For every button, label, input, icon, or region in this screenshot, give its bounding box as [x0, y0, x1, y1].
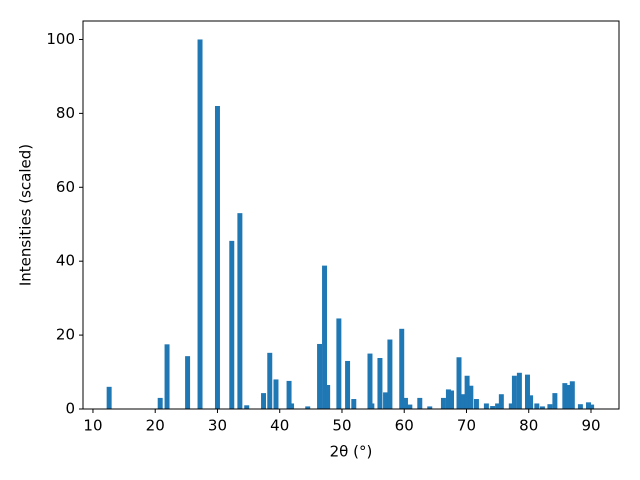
bar [164, 344, 170, 409]
bar [577, 404, 583, 409]
x-axis-label: 2θ (°) [330, 443, 373, 461]
bar [569, 381, 575, 409]
bar [367, 353, 373, 409]
bar [456, 357, 462, 409]
y-axis-label: Intensities (scaled) [17, 144, 35, 286]
x-tick-label: 90 [581, 417, 600, 435]
bar [244, 405, 250, 409]
y-tick-label: 100 [46, 30, 75, 48]
bar [237, 213, 243, 409]
bar [464, 375, 470, 409]
bar [289, 403, 295, 409]
bar [325, 384, 331, 409]
bar [157, 397, 163, 409]
bar [552, 393, 558, 409]
plot-frame [82, 20, 620, 410]
x-tick-label: 70 [457, 417, 476, 435]
x-tick-label: 10 [83, 417, 102, 435]
bar [539, 406, 545, 409]
bar [473, 399, 479, 409]
bar [508, 403, 514, 409]
y-tick-label: 20 [56, 326, 75, 344]
bar [460, 394, 466, 409]
x-tick-label: 20 [146, 417, 165, 435]
bar [387, 339, 393, 409]
bar [197, 39, 203, 409]
bar [417, 397, 423, 409]
x-tick-label: 60 [395, 417, 414, 435]
bar [562, 383, 568, 409]
bar [369, 403, 375, 409]
bar [490, 406, 496, 409]
bar [528, 395, 534, 409]
bar [267, 352, 273, 409]
bar [286, 380, 292, 409]
bar [516, 372, 522, 409]
bar [273, 379, 279, 409]
x-tick-label: 80 [519, 417, 538, 435]
bar [483, 403, 489, 409]
x-tick-label: 30 [208, 417, 227, 435]
y-tick-label: 80 [56, 104, 75, 122]
bar [377, 358, 383, 409]
bar [547, 404, 553, 409]
y-tick-label: 0 [65, 400, 75, 418]
bar [565, 384, 571, 409]
bar [407, 404, 413, 409]
bar [322, 265, 328, 409]
bar [427, 406, 433, 409]
y-tick-label: 40 [56, 252, 75, 270]
bar [440, 397, 446, 409]
bar [261, 393, 267, 409]
bar [214, 105, 220, 409]
bar [336, 318, 342, 409]
bar [351, 399, 357, 409]
bar [586, 402, 591, 409]
bar [468, 385, 474, 409]
bar [589, 404, 595, 409]
bar [383, 392, 389, 409]
bar [449, 390, 455, 409]
bar [534, 403, 540, 409]
bar [445, 389, 451, 409]
bar [345, 360, 351, 409]
bar [185, 356, 191, 409]
bar [106, 386, 112, 409]
bar [399, 328, 405, 409]
y-tick-label: 60 [56, 178, 75, 196]
x-tick-label: 50 [332, 417, 351, 435]
bar [498, 394, 504, 409]
bar [317, 343, 323, 409]
bar [495, 403, 501, 409]
bar [511, 375, 517, 409]
bar [305, 406, 311, 409]
x-tick-label: 40 [270, 417, 289, 435]
bar [229, 240, 235, 409]
bar [402, 397, 408, 409]
bar [524, 374, 530, 409]
